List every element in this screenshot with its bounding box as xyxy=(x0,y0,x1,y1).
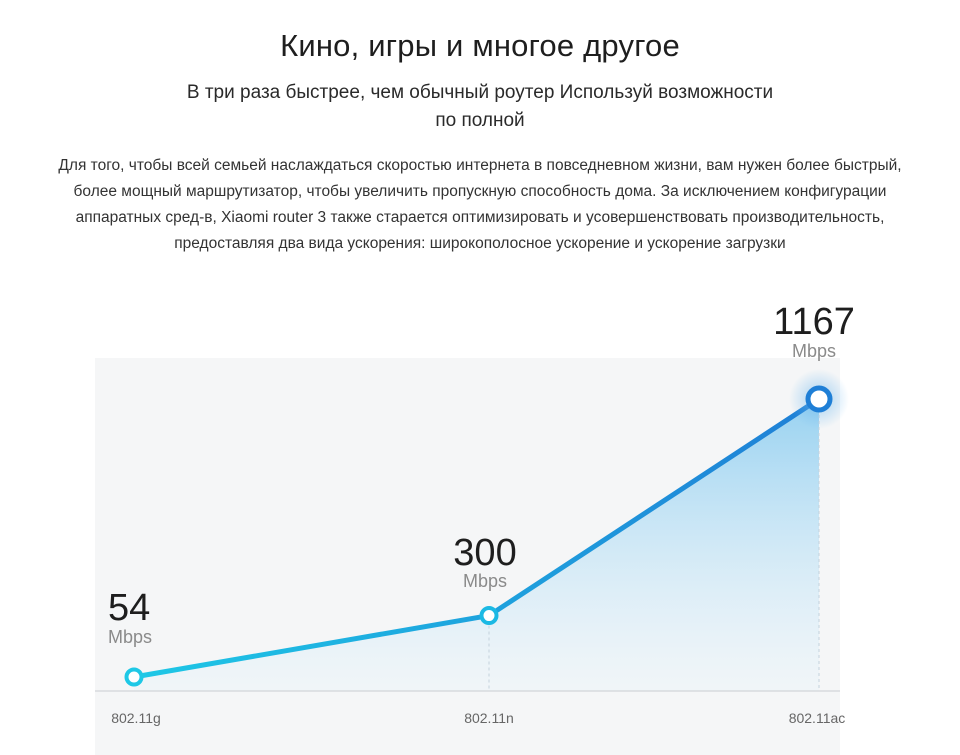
value-label-802.11ac: 1167 xyxy=(773,301,855,343)
page-title: Кино, игры и многое другое xyxy=(280,28,680,63)
x-tick-label-802.11g: 802.11g xyxy=(111,710,161,726)
page-subtitle: В три раза быстрее, чем обычный роутер И… xyxy=(186,82,774,131)
unit-label-802.11n: Mbps xyxy=(463,571,507,591)
value-label-802.11g: 54 xyxy=(108,587,150,629)
value-label-802.11n: 300 xyxy=(453,532,516,574)
description-text: Для того, чтобы всей семьей наслаждаться… xyxy=(58,157,902,252)
data-point-802.11ac xyxy=(805,385,833,413)
x-tick-label-802.11n: 802.11n xyxy=(464,710,514,726)
data-point-802.11g xyxy=(124,667,144,687)
data-point-802.11n xyxy=(479,606,499,626)
chart-area-fill xyxy=(134,399,819,691)
unit-label-802.11g: Mbps xyxy=(108,627,152,647)
unit-label-802.11ac: Mbps xyxy=(792,341,836,361)
x-tick-label-802.11ac: 802.11ac xyxy=(789,710,846,726)
